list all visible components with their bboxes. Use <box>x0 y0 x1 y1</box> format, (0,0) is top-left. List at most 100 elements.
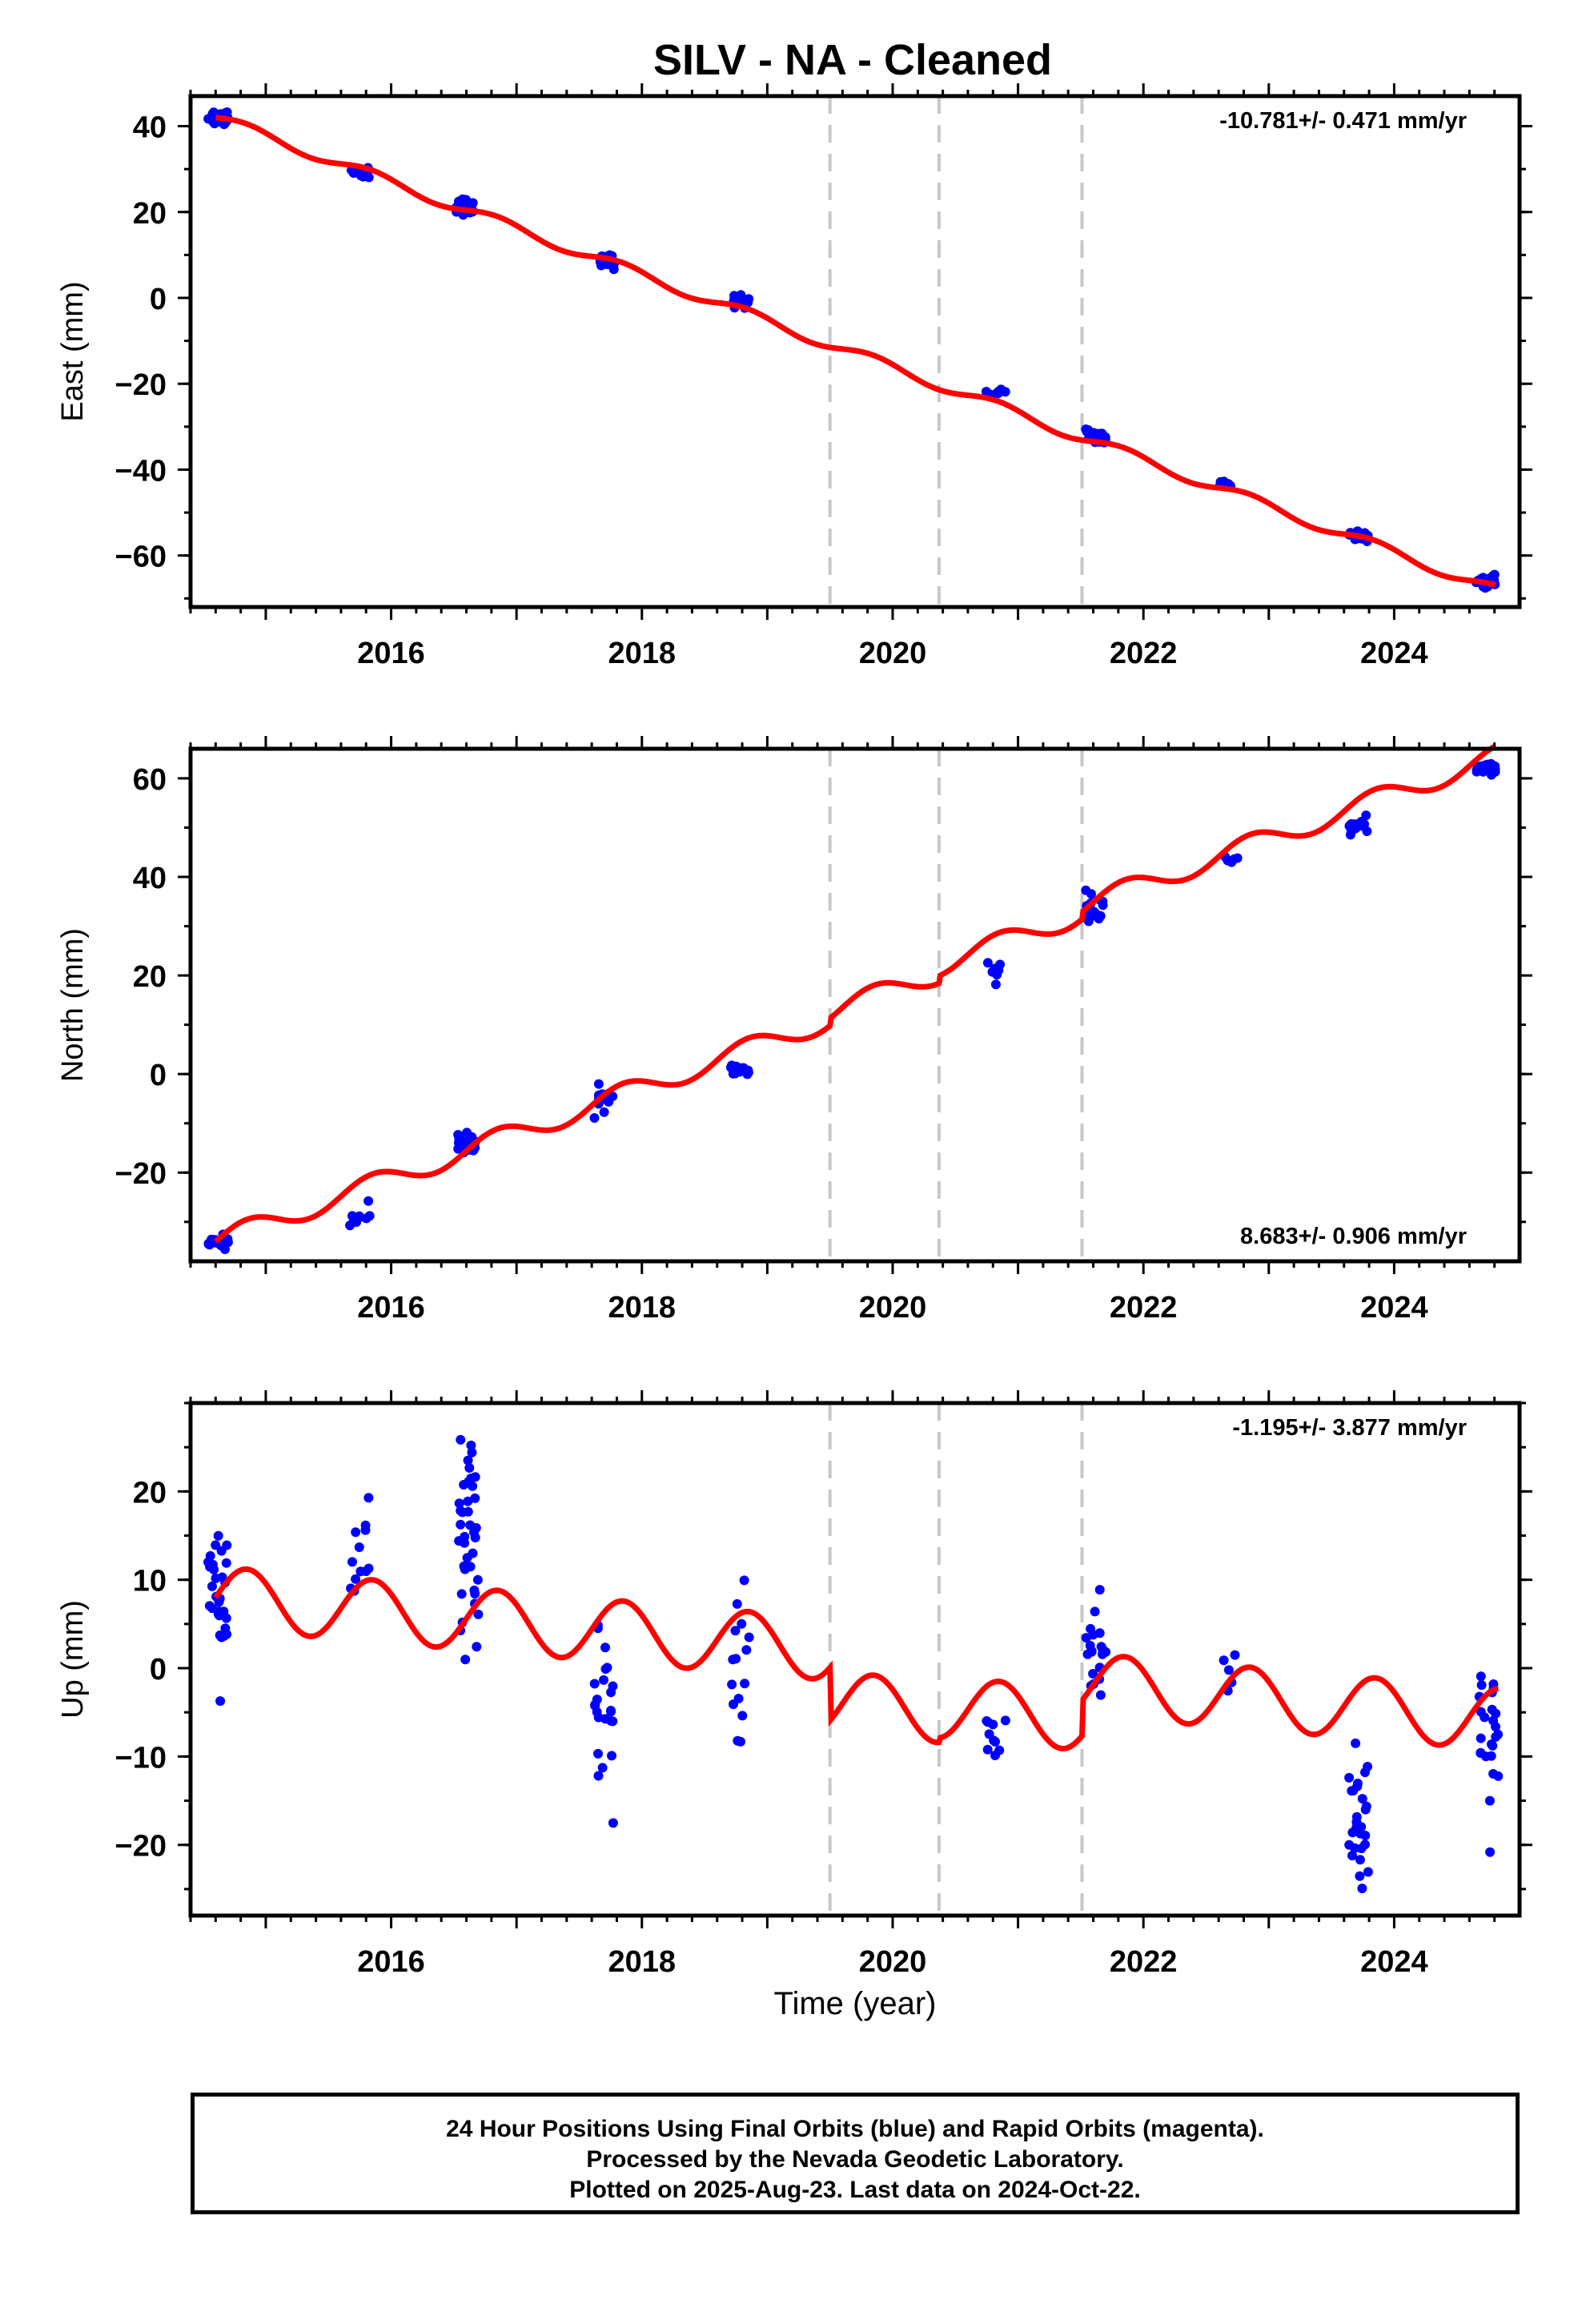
data-point <box>1101 1647 1111 1657</box>
x-tick-label: 2024 <box>1360 1945 1428 1979</box>
data-point <box>1351 1822 1362 1832</box>
data-point <box>1086 889 1096 899</box>
data-point <box>1487 1739 1496 1749</box>
data-point <box>470 1493 480 1503</box>
data-point <box>466 1474 476 1484</box>
y-axis-label: East (mm) <box>56 281 90 421</box>
data-point <box>589 1113 600 1123</box>
data-point <box>1345 830 1355 840</box>
data-point <box>361 1566 371 1577</box>
data-point <box>1098 900 1108 911</box>
data-point <box>460 1655 471 1665</box>
data-point <box>203 1557 213 1567</box>
data-point <box>351 1574 361 1584</box>
data-point <box>1489 569 1500 580</box>
data-point <box>732 1598 742 1609</box>
data-point <box>459 1480 469 1490</box>
data-point <box>740 1679 750 1689</box>
data-point <box>982 958 993 968</box>
data-point <box>211 1573 221 1583</box>
data-point <box>456 1519 466 1530</box>
data-point <box>1486 1751 1496 1761</box>
x-tick-label: 2016 <box>357 1945 425 1979</box>
data-point <box>222 1629 232 1639</box>
data-point <box>1363 1867 1373 1877</box>
data-point <box>729 1699 738 1710</box>
y-tick-label: −60 <box>115 541 167 574</box>
data-point <box>354 1542 364 1552</box>
rate-label: -1.195+/- 3.877 mm/yr <box>1232 1415 1467 1441</box>
plot-frame <box>188 746 1522 1264</box>
x-tick-label: 2024 <box>1360 1291 1428 1325</box>
data-point <box>990 1751 1000 1760</box>
data-point <box>216 1546 227 1556</box>
data-point <box>733 1735 743 1746</box>
data-point <box>1000 387 1010 397</box>
plot-frame <box>188 94 1522 609</box>
data-point <box>456 1589 467 1599</box>
x-tick-label: 2022 <box>1110 1945 1178 1979</box>
east-panel: 2016 2018 2020 2022 2024 −60 −40 −20 0 20 40 East (… <box>56 83 1532 670</box>
data-point <box>360 1525 371 1535</box>
x-tick-label: 2020 <box>859 637 927 670</box>
data-point <box>599 1675 608 1685</box>
data-point <box>1223 1665 1234 1675</box>
data-point <box>363 1493 374 1503</box>
data-point <box>1351 1738 1361 1748</box>
data-point <box>467 1447 477 1458</box>
data-point <box>744 1632 754 1642</box>
footer-box: 24 Hour Positions Using Final Orbits (bl… <box>191 2093 1520 2214</box>
data-point <box>364 1211 375 1221</box>
data-point <box>1476 1733 1486 1743</box>
data-point <box>1355 1871 1365 1881</box>
data-point <box>593 1771 604 1781</box>
data-point <box>215 1696 226 1707</box>
y-tick-label: −20 <box>115 1157 167 1191</box>
data-point <box>990 979 1001 990</box>
footer-line-3: Plotted on 2025-Aug-23. Last data on 202… <box>569 2177 1141 2203</box>
data-point <box>1491 1708 1501 1719</box>
data-point <box>214 1597 224 1607</box>
model-line <box>213 743 1497 1244</box>
data-point <box>1476 1680 1487 1691</box>
data-point <box>738 1063 749 1073</box>
data-point <box>739 1575 749 1586</box>
rate-label: -10.781+/- 0.471 mm/yr <box>1219 108 1467 134</box>
data-point <box>741 1645 752 1655</box>
data-point <box>731 1654 741 1664</box>
data-point <box>1351 1811 1362 1822</box>
data-point <box>354 1211 364 1221</box>
data-point <box>1491 1722 1501 1732</box>
data-point <box>463 1496 473 1506</box>
y-tick-label: 20 <box>133 197 167 231</box>
data-point <box>454 1498 464 1509</box>
data-point <box>460 1564 470 1574</box>
data-point <box>1348 1786 1359 1795</box>
y-tick-label: −40 <box>115 454 167 488</box>
data-point <box>1485 1847 1496 1857</box>
data-point <box>737 1618 747 1629</box>
data-point <box>1352 1779 1363 1788</box>
data-point <box>1095 1690 1106 1700</box>
data-point <box>1090 1606 1100 1617</box>
data-point <box>592 1707 602 1717</box>
data-point <box>1100 432 1110 442</box>
data-point <box>982 1744 993 1755</box>
data-point <box>606 1706 616 1715</box>
data-point <box>1088 1630 1098 1640</box>
data-point <box>462 1553 472 1563</box>
data-point <box>347 1557 357 1567</box>
data-point <box>469 1527 479 1538</box>
y-tick-label: −20 <box>115 368 167 402</box>
data-point <box>363 1196 374 1206</box>
data-point <box>1362 826 1372 836</box>
north-panel: 2016 2018 2020 2022 2024 −20 0 20 40 60 North (mm)… <box>56 736 1532 1325</box>
data-point <box>463 1506 473 1517</box>
data-point <box>466 1440 476 1450</box>
data-point <box>1484 1795 1495 1806</box>
up-panel: 2016 2018 2020 2022 2024 −20 −10 0 10 20 Up (mm) -1… <box>56 1390 1532 1979</box>
data-point <box>1361 1801 1371 1811</box>
x-tick-label: 2018 <box>608 637 677 670</box>
data-point <box>1487 760 1497 770</box>
data-point <box>1480 1712 1490 1723</box>
